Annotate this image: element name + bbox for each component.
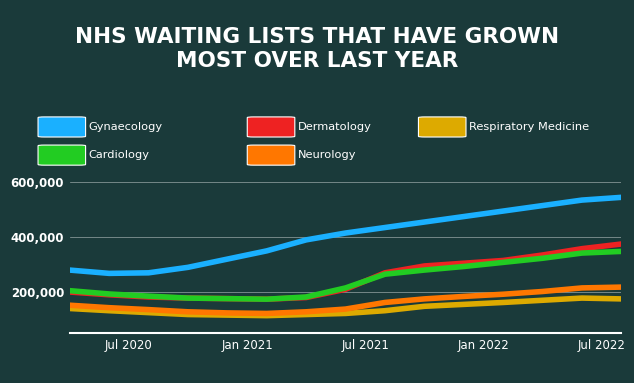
FancyBboxPatch shape (38, 117, 86, 137)
FancyBboxPatch shape (418, 117, 466, 137)
FancyBboxPatch shape (38, 145, 86, 165)
Text: Respiratory Medicine: Respiratory Medicine (469, 122, 589, 132)
FancyBboxPatch shape (247, 145, 295, 165)
FancyBboxPatch shape (247, 117, 295, 137)
Text: Gynaecology: Gynaecology (89, 122, 163, 132)
Text: Cardiology: Cardiology (89, 150, 150, 160)
Text: Neurology: Neurology (298, 150, 356, 160)
Text: NHS WAITING LISTS THAT HAVE GROWN
MOST OVER LAST YEAR: NHS WAITING LISTS THAT HAVE GROWN MOST O… (75, 27, 559, 71)
Text: Dermatology: Dermatology (298, 122, 372, 132)
